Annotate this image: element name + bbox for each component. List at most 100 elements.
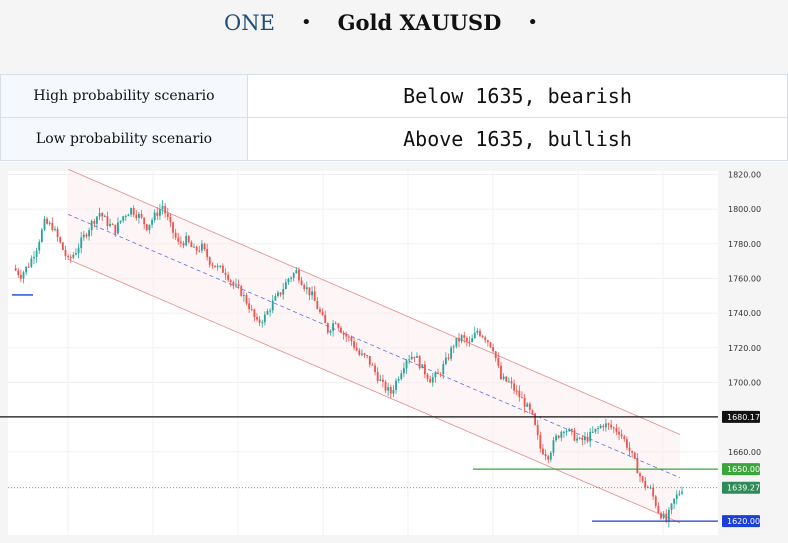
candle-body (444, 357, 447, 365)
candle-body (468, 341, 471, 343)
candle-body (282, 289, 285, 295)
candle-body (423, 364, 426, 375)
candle-body (615, 428, 618, 432)
candle-body (177, 237, 180, 242)
candle-body (426, 374, 429, 379)
candle-body (542, 448, 544, 455)
price-tag-label: 1620.00 (727, 517, 760, 526)
y-tick-label: 1780.00 (728, 240, 761, 249)
candle-body (174, 232, 177, 238)
candle-body (523, 398, 526, 407)
candle-body (124, 216, 127, 218)
price-tag-label: 1650.00 (727, 465, 760, 474)
candle-body (195, 246, 198, 251)
candle-body (471, 338, 474, 343)
candle-body (313, 291, 316, 301)
candle-body (641, 476, 644, 481)
candle-body (526, 403, 529, 407)
candle-body (479, 330, 481, 336)
candle-body (22, 272, 25, 279)
candle-body (295, 270, 298, 274)
candle-body (531, 410, 534, 414)
candle-body (625, 439, 628, 448)
candle-body (122, 216, 125, 221)
candle-body (27, 266, 30, 268)
candle-body (652, 487, 655, 497)
candle-body (69, 257, 72, 259)
candle-body (132, 208, 135, 215)
candle-body (560, 431, 563, 438)
candle-body (127, 214, 130, 217)
candle-body (271, 300, 274, 311)
candle-body (206, 249, 209, 258)
candle-body (670, 503, 673, 510)
candle-body (232, 282, 235, 286)
candle-body (476, 330, 479, 333)
candle-body (555, 435, 557, 441)
candle-body (458, 338, 460, 342)
candle-body (101, 212, 104, 217)
candle-body (492, 347, 495, 352)
scenario-table: High probability scenario Below 1635, be… (0, 74, 788, 161)
candle-body (584, 436, 586, 441)
candle-body (117, 222, 119, 234)
candle-body (510, 381, 513, 384)
candle-body (245, 295, 248, 304)
channel-lower-line (67, 259, 681, 524)
candle-body (334, 323, 337, 325)
candle-body (570, 428, 573, 431)
channel-mid-line (67, 213, 681, 479)
candle-body (203, 243, 206, 250)
candle-body (119, 220, 122, 223)
candle-body (665, 513, 668, 522)
candle-body (88, 230, 91, 237)
candle-body (591, 431, 594, 433)
candle-body (400, 373, 403, 380)
scenario-label: Low probability scenario (0, 117, 248, 161)
candle-body (224, 272, 227, 275)
candle-body (300, 280, 303, 286)
candle-body (374, 365, 376, 373)
candle-body (421, 364, 424, 369)
scenario-value: Below 1635, bearish (247, 74, 788, 118)
y-tick-label: 1660.00 (728, 448, 761, 457)
candle-body (389, 387, 392, 394)
candle-body (316, 300, 319, 310)
candle-body (77, 248, 80, 254)
price-tag (722, 481, 760, 494)
candle-body (324, 315, 327, 324)
candle-body (40, 229, 43, 242)
candle-body (507, 381, 510, 383)
candle-body (185, 236, 188, 246)
candle-body (190, 242, 193, 248)
candle-body (486, 340, 489, 343)
candle-body (59, 237, 62, 243)
candle-body (518, 390, 521, 398)
candle-body (549, 452, 552, 460)
header-bar: ONE • Gold XAUUSD • (0, 0, 788, 74)
candle-body (604, 423, 607, 428)
candle-body (437, 372, 439, 375)
candle-body (667, 509, 670, 522)
candle-body (455, 338, 458, 347)
brand-name: ONE (224, 10, 275, 35)
candle-body (337, 323, 340, 328)
candle-body (578, 437, 581, 439)
y-tick-label: 1820.00 (728, 170, 761, 179)
candle-body (235, 284, 237, 286)
candle-body (381, 379, 384, 382)
candle-body (361, 353, 363, 355)
candle-body (82, 234, 85, 238)
candle-body (19, 274, 22, 279)
candle-body (347, 336, 350, 338)
candle-body (308, 287, 311, 296)
candle-body (597, 427, 599, 429)
candle-body (505, 376, 508, 382)
candle-body (156, 212, 159, 216)
candle-body (662, 513, 665, 519)
candle-body (269, 310, 272, 312)
candle-body (675, 494, 678, 499)
candle-body (460, 335, 463, 342)
scenario-row: Low probability scenario Above 1635, bul… (0, 117, 788, 161)
candle-body (219, 265, 222, 267)
